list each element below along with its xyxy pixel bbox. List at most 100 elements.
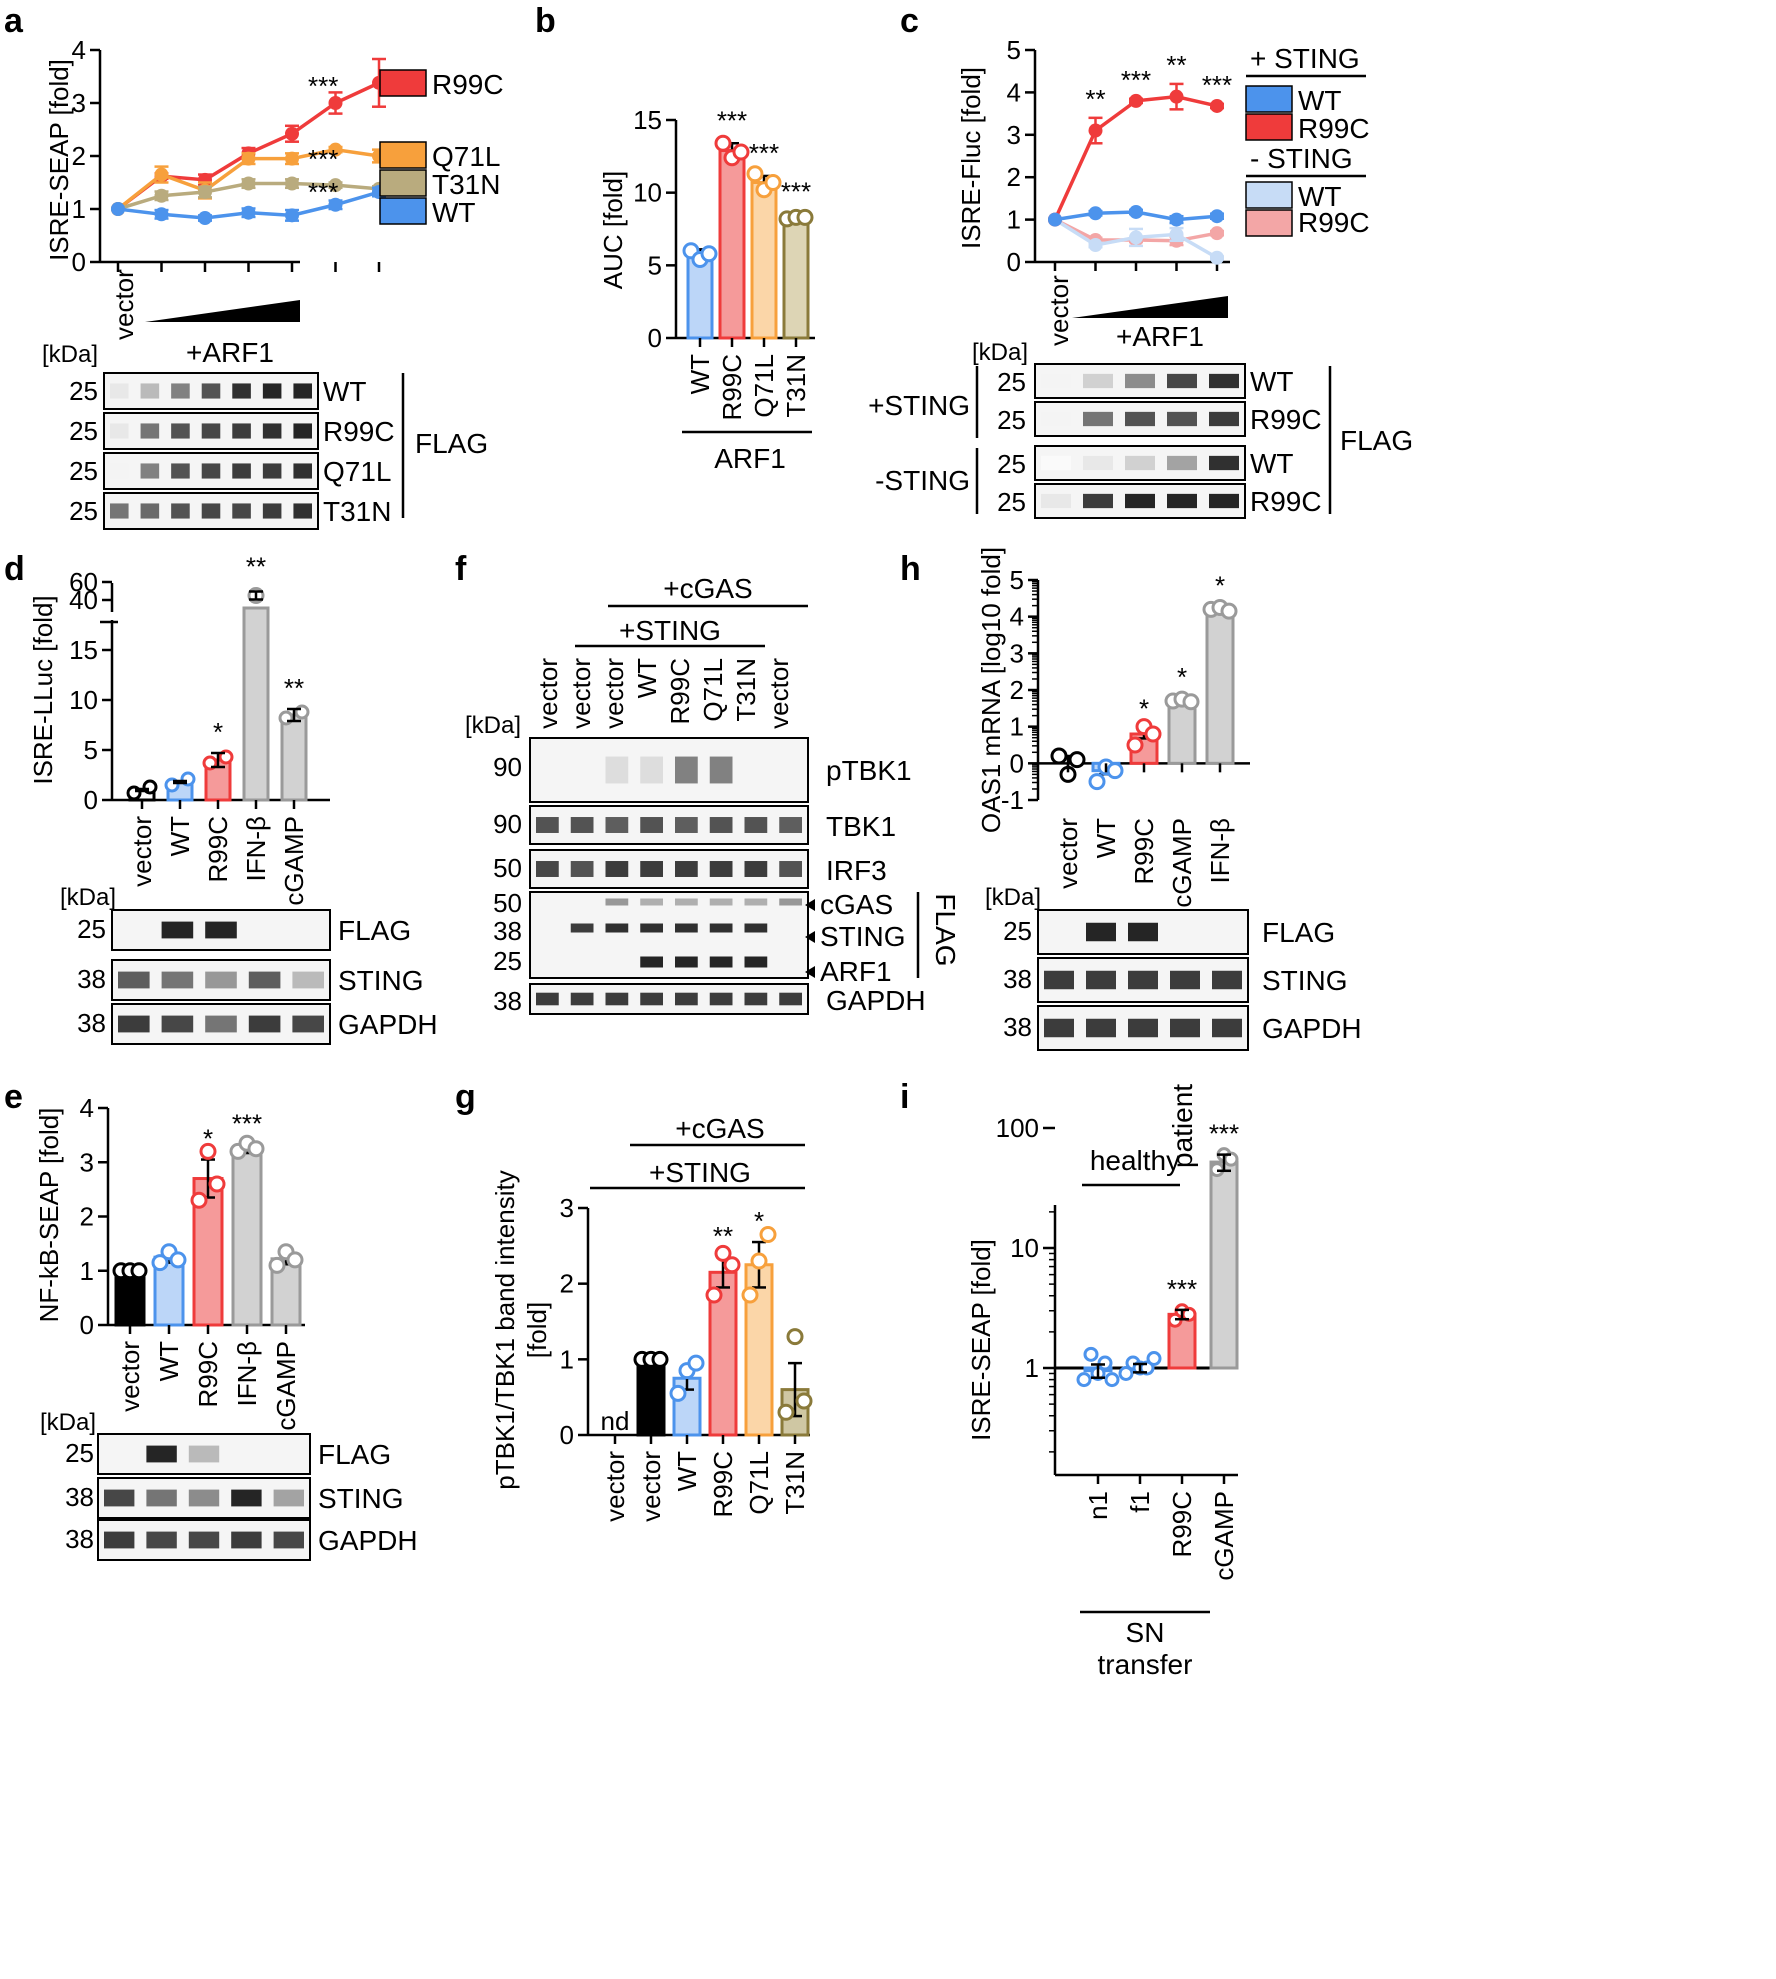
panel-label-g: g xyxy=(455,1078,476,1116)
panel-f-blot-row-band xyxy=(536,992,559,1006)
panel-c-legend-label-r99c-minus: R99C xyxy=(1298,207,1370,238)
panel-b-x-label-T31N: T31N xyxy=(781,354,811,418)
panel-c-point-WT xyxy=(1169,227,1184,242)
panel-d-y-tick-label: 40 xyxy=(69,585,98,615)
panel-h-point-0 xyxy=(1050,747,1068,765)
panel-d-blot-row-band xyxy=(161,971,194,989)
panel-h-ylabel: OAS1 mRNA [log10 fold] xyxy=(976,547,1006,833)
panel-i-group-sn: SN xyxy=(1126,1617,1165,1648)
panel-a-blot-row-band xyxy=(232,503,251,519)
panel-f-lane-label: R99C xyxy=(665,658,695,724)
panel-a-point-R99C xyxy=(285,126,299,141)
panel-h-point-3 xyxy=(1182,693,1200,711)
panel-e-sig-3: *** xyxy=(232,1108,262,1138)
panel-d-y-tick-label: 15 xyxy=(69,635,98,665)
panel-c-blot-row-band xyxy=(1041,455,1071,471)
panel-a-dose-triangle xyxy=(145,300,300,322)
panel-e-blot-row-band xyxy=(273,1531,304,1549)
panel-c-blot-label: WT xyxy=(1250,366,1294,397)
panel-i-y-tick-label: 1 xyxy=(1025,1353,1039,1383)
panel-h-y-tick-label: 2 xyxy=(1010,675,1024,705)
panel-h-bar-3 xyxy=(1167,699,1197,765)
panel-f-band-sting xyxy=(709,923,733,933)
panel-a-y-tick-label: 4 xyxy=(72,35,86,65)
panel-i-x-label: R99C xyxy=(1167,1491,1197,1557)
panel-e-blot-row-band xyxy=(146,1445,177,1463)
panel-c-y-tick-label: 2 xyxy=(1007,162,1021,192)
panel-d-blot-row-band xyxy=(118,1015,150,1033)
panel-h-blot-row-band xyxy=(1044,1018,1074,1038)
panel-e-kda-label: [kDa] xyxy=(40,1409,96,1436)
panel-h-kda-label: [kDa] xyxy=(985,884,1041,911)
panel-c-point-R99C xyxy=(1088,123,1103,138)
panel-c-kda-label: [kDa] xyxy=(972,339,1028,366)
panel-g-header-cgas: +cGAS xyxy=(675,1113,764,1144)
panel-h-blot-row-band xyxy=(1086,970,1116,990)
panel-h-blot-row-band xyxy=(1044,970,1074,990)
panel-i-x-label: f1 xyxy=(1125,1491,1155,1513)
panel-e-point-0 xyxy=(130,1262,148,1280)
panel-a-blot-row-band xyxy=(110,503,129,519)
panel-b-ylabel: AUC [fold] xyxy=(598,171,628,290)
panel-e-blot-row-band xyxy=(146,1489,177,1507)
panel-a-blot-row-band xyxy=(293,463,312,479)
panel-label-e: e xyxy=(4,1078,23,1116)
panel-f-band-sting xyxy=(640,923,663,933)
panel-c-kda-marker: 25 xyxy=(997,487,1026,517)
panel-a-point-Q71L xyxy=(285,151,299,166)
panel-d-blot-row-band xyxy=(292,1015,324,1033)
panel-i-bar-3 xyxy=(1209,1160,1239,1370)
panel-a-blot-label: T31N xyxy=(323,496,391,527)
panel-d-x-label: R99C xyxy=(203,816,233,882)
panel-a-blot-label: R99C xyxy=(323,416,395,447)
panel-c-blot-row-band xyxy=(1209,411,1239,427)
panel-h-point-2 xyxy=(1144,725,1162,743)
panel-h-blot-row-band xyxy=(1086,1018,1116,1038)
panel-a-point-T31N xyxy=(241,176,256,191)
panel-b-point-1 xyxy=(732,143,750,161)
panel-d-blot-row-band xyxy=(248,1015,281,1033)
panel-a-blot-row-band xyxy=(140,383,160,399)
panel-e-point-4 xyxy=(268,1256,286,1274)
panel-h-sig-3: * xyxy=(1177,662,1187,692)
panel-c-legend-label-r99c: R99C xyxy=(1298,113,1370,144)
panel-e-blot-row-band xyxy=(188,1531,220,1549)
panel-h-x-label: R99C xyxy=(1129,818,1159,884)
panel-f-blot-row-band xyxy=(605,992,629,1006)
panel-a-blot-row-band xyxy=(171,423,190,439)
panel-label-f: f xyxy=(455,550,467,588)
panel-b-point-1 xyxy=(714,134,732,152)
panel-a-legend-swatch-Q71L xyxy=(379,141,427,169)
panel-c-sig: ** xyxy=(1166,50,1186,80)
panel-b-y-tick-label: 5 xyxy=(648,250,662,280)
panel-i-point-1 xyxy=(1118,1365,1134,1381)
panel-d-sig-2: * xyxy=(213,717,223,747)
panel-f-header-cgas: +cGAS xyxy=(663,573,752,604)
panel-a-blot-row-band xyxy=(201,503,221,519)
panel-c-blot-row-band xyxy=(1209,455,1239,471)
panel-c-legend-swatch-wt xyxy=(1245,85,1293,113)
panel-b-y-tick-label: 10 xyxy=(633,178,662,208)
panel-f-blot-row-band xyxy=(640,861,663,877)
panel-i-group-transfer: transfer xyxy=(1098,1649,1193,1680)
panel-h-kda-marker: 38 xyxy=(1003,1012,1032,1042)
panel-a-blot-row-band xyxy=(293,503,312,519)
panel-f-band-arf1 xyxy=(640,956,663,968)
panel-g-x-label: WT xyxy=(672,1451,702,1492)
panel-c-blot-group-label: FLAG xyxy=(1340,425,1413,456)
panel-f-blot-row-band xyxy=(744,817,768,833)
panel-h-sig-4: * xyxy=(1215,570,1225,600)
panel-c-blot-label: WT xyxy=(1250,448,1294,479)
panel-c-group-plus: +STING xyxy=(868,390,970,421)
panel-b-point-2 xyxy=(764,173,782,191)
panel-g-x-label: Q71L xyxy=(744,1451,774,1515)
panel-b-sig-2: *** xyxy=(749,138,779,168)
panel-f-blot-row-band xyxy=(675,817,698,833)
panel-b-y-tick-label: 15 xyxy=(633,105,662,135)
panel-label-i: i xyxy=(900,1078,909,1116)
panel-b-bar-1 xyxy=(718,149,746,340)
panel-a-y-tick-label: 1 xyxy=(72,194,86,224)
panel-d-y-tick-label: 0 xyxy=(84,785,98,815)
panel-d-blot-label: FLAG xyxy=(338,915,411,946)
